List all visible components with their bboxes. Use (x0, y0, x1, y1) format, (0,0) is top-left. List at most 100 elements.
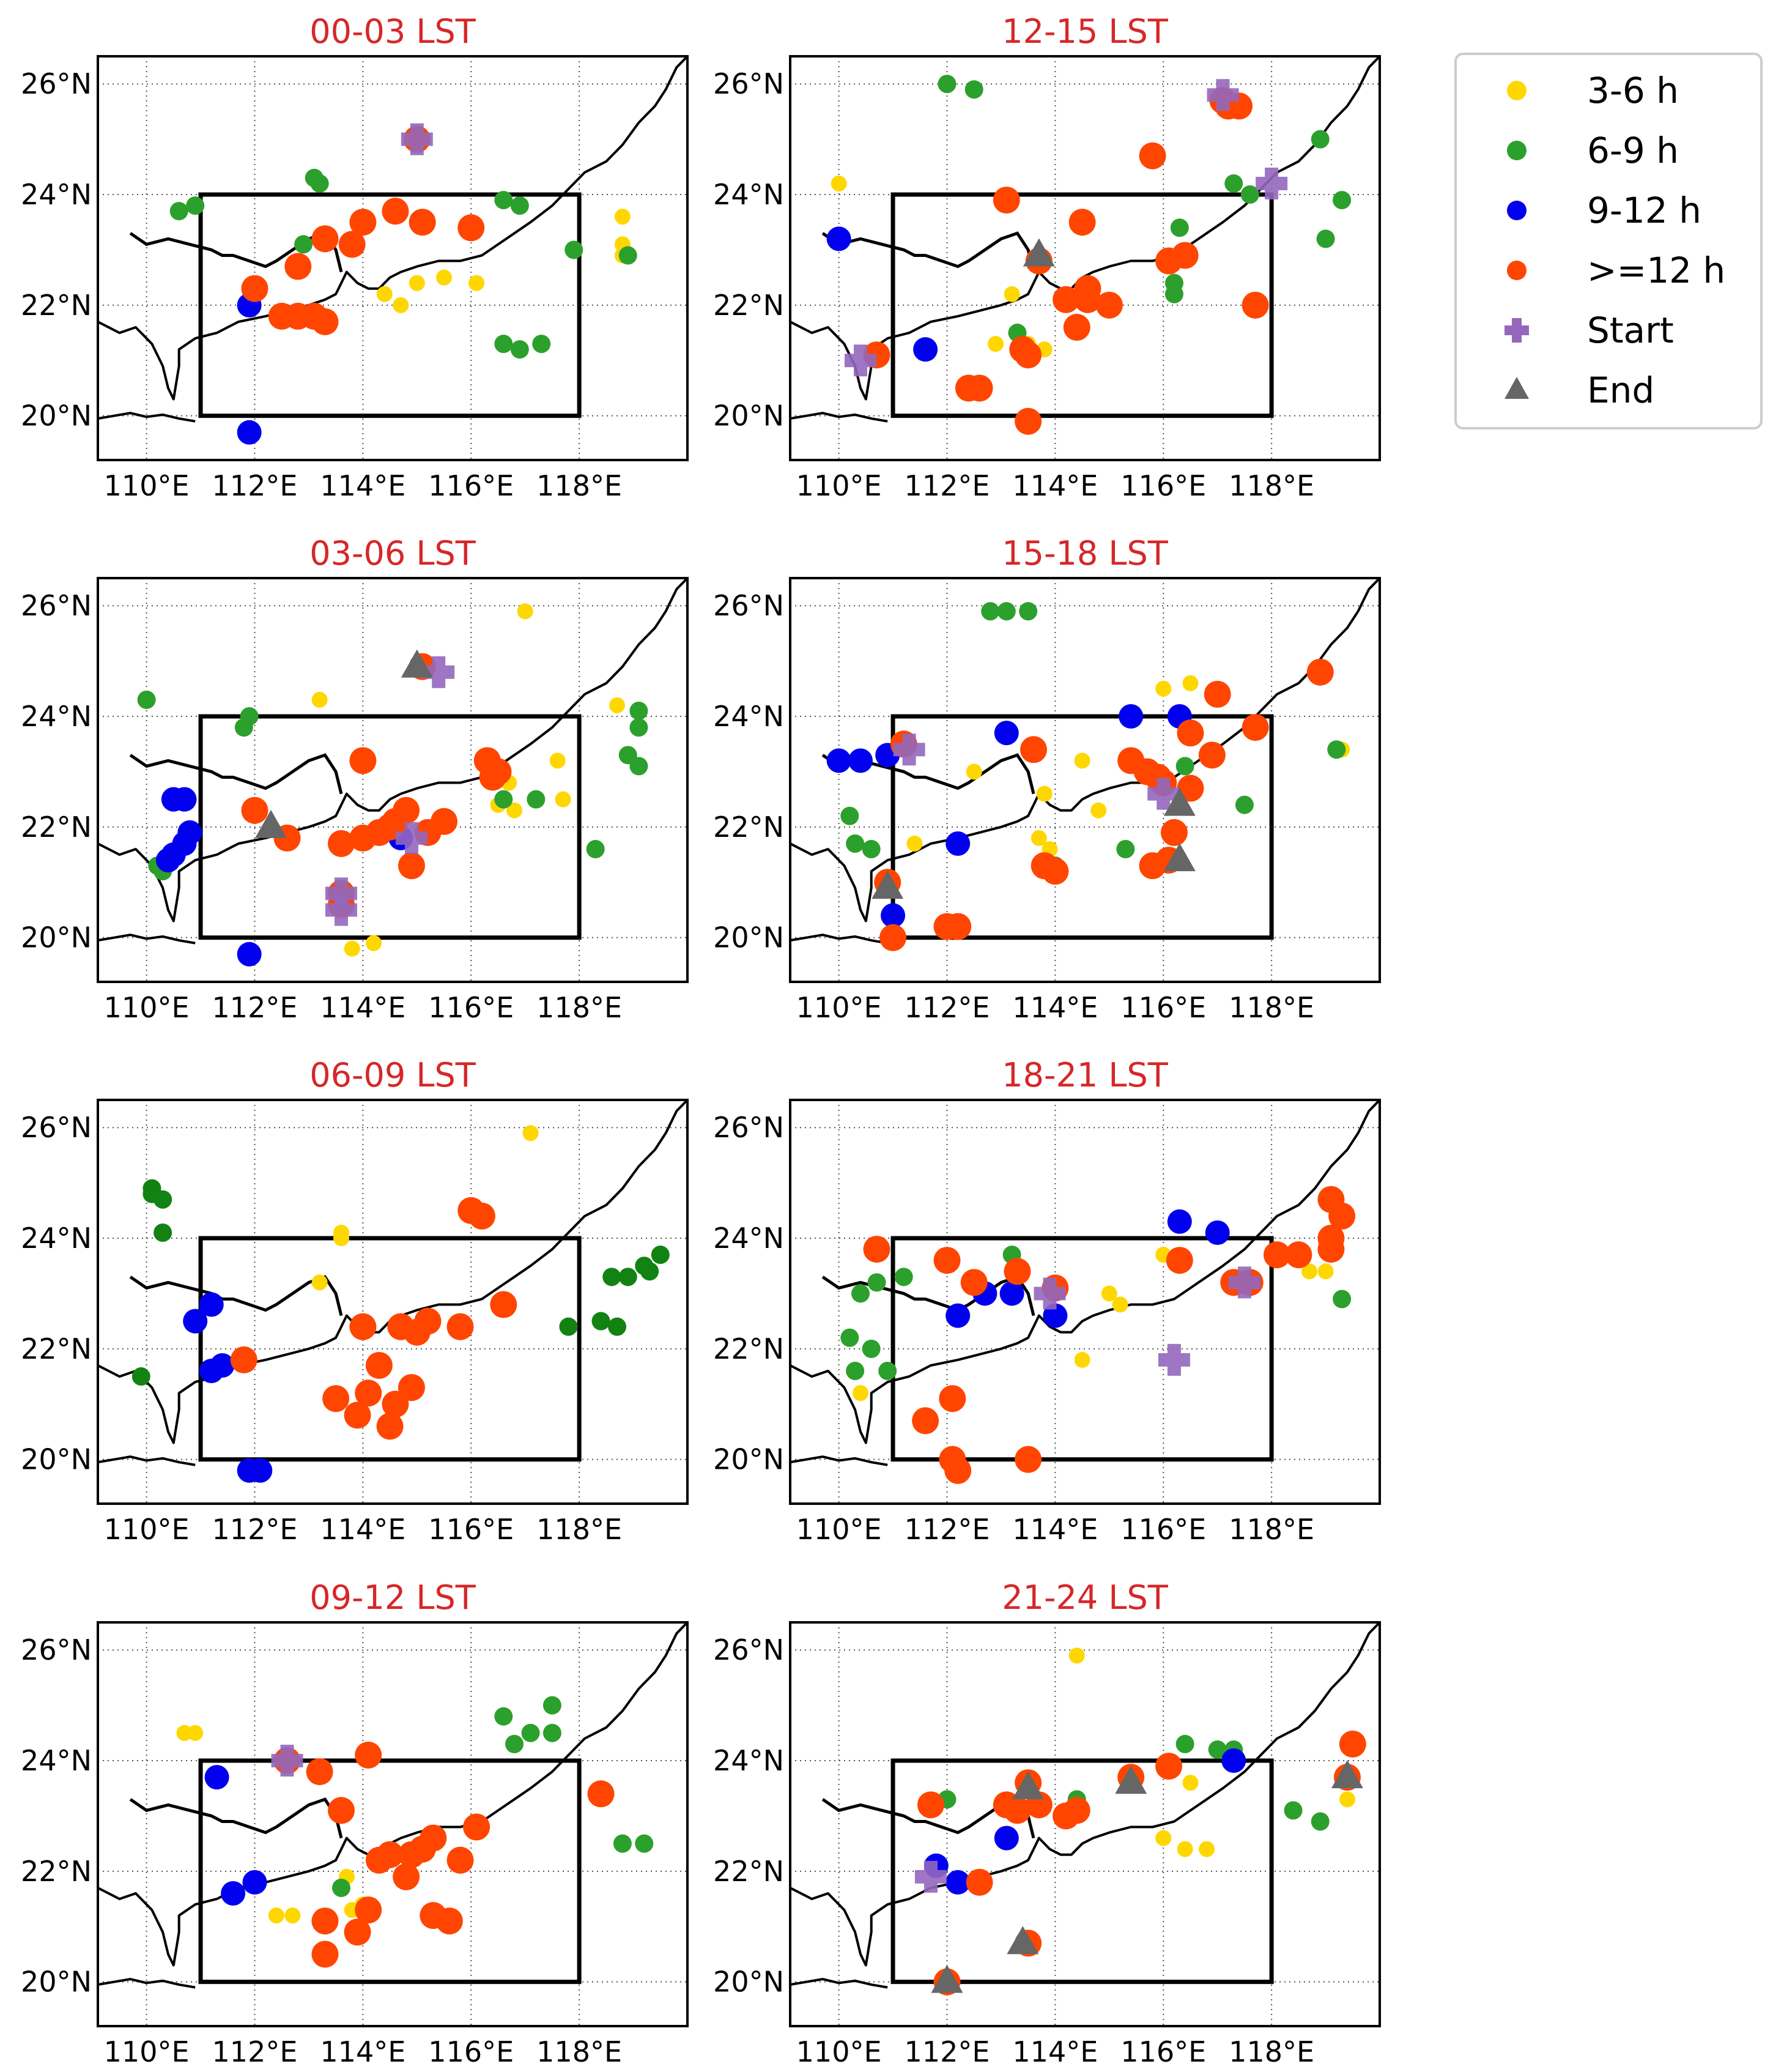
orange-dot (382, 1391, 409, 1418)
panel-title: 09-12 LST (309, 1578, 476, 1617)
study-region-box (890, 1236, 1274, 1462)
orange-dot (939, 1385, 966, 1413)
end-marker (872, 871, 904, 899)
green-dot (591, 1312, 610, 1331)
yellow-dot (506, 802, 522, 819)
x-tick-label: 110°E (796, 2035, 882, 2068)
y-tick-label: 20°N (713, 1443, 784, 1476)
orange-dot (1306, 658, 1334, 686)
orange-dot (1198, 741, 1226, 769)
blue-dot (913, 337, 938, 362)
orange-dot (468, 1202, 495, 1230)
coastline (790, 1622, 1380, 1967)
coastline-hainan (790, 1455, 888, 1466)
yellow-dot (1004, 286, 1020, 302)
orange-dot (1166, 1247, 1193, 1274)
coastline-hainan (98, 1455, 196, 1466)
x-tick-label: 114°E (1012, 991, 1098, 1024)
y-tick-label: 22°N (21, 1332, 92, 1365)
orange-dot (993, 187, 1020, 214)
yellow-dot (1182, 1775, 1199, 1791)
green-dot (1327, 740, 1346, 759)
green-dot (527, 790, 546, 809)
x-tick-label: 116°E (1120, 2035, 1206, 2068)
end-marker (1023, 238, 1055, 267)
yellow-dot (1301, 1263, 1318, 1280)
orange-dot (944, 913, 972, 940)
green-dot (1175, 1734, 1194, 1753)
blue-dot (199, 1292, 224, 1317)
end-marker (1163, 843, 1196, 872)
orange-dot (311, 225, 339, 253)
orange-dot (338, 231, 366, 258)
axes-frame (97, 55, 689, 461)
plus-marker-icon (1505, 318, 1529, 343)
end-marker (255, 809, 287, 838)
start-marker (844, 344, 876, 377)
blue-dot (172, 787, 197, 812)
legend-label: Start (1587, 310, 1674, 351)
green-dot (629, 757, 648, 776)
green-dot (608, 1317, 627, 1336)
orange-dot (311, 308, 339, 335)
orange-dot (1155, 1753, 1183, 1780)
green-dot (586, 840, 605, 859)
legend-item: 9-12 h (1507, 190, 1701, 231)
blue-dot (1167, 1209, 1192, 1234)
orange-dot (1317, 1236, 1345, 1263)
yellow-dot (1339, 1791, 1355, 1808)
yellow-dot (906, 835, 923, 852)
plot-area (790, 1100, 1380, 1504)
map-panel: 09-12 LST 110°E 112°E 114°E 116°E 118°E 20°N 22… (21, 1578, 689, 2068)
orange-dot (1009, 336, 1037, 363)
orange-dot (463, 1813, 490, 1841)
orange-dot (966, 1868, 993, 1896)
green-dot (840, 1328, 859, 1347)
yellow-dot (609, 697, 626, 713)
orange-dot (393, 1863, 420, 1890)
orange-dot (306, 1758, 333, 1786)
yellow-dot (517, 603, 533, 620)
map-panel: 03-06 LST 110°E 112°E 114°E 116°E 118°E 20°N 22… (21, 534, 689, 1024)
orange-dot (349, 1313, 377, 1340)
x-tick-label: 112°E (905, 991, 990, 1024)
y-tick-label: 20°N (21, 921, 92, 954)
yellow-dot (311, 1274, 328, 1291)
x-tick-label: 112°E (905, 2035, 990, 2068)
orange-dot (241, 796, 268, 824)
orange-dot (382, 198, 409, 225)
green-dot (1311, 130, 1330, 149)
coastline (790, 578, 1380, 923)
y-tick-label: 22°N (713, 1855, 784, 1888)
yellow-dot (555, 791, 571, 808)
blue-dot (994, 721, 1019, 746)
triangle-marker-icon (1505, 377, 1529, 399)
orange-dot (1204, 680, 1231, 708)
yellow-dot (468, 275, 485, 291)
green-dot (651, 1246, 670, 1264)
blue-dot (210, 1353, 235, 1378)
green-dot (1333, 1290, 1352, 1309)
legend-label: End (1587, 369, 1654, 411)
start-marker (401, 123, 433, 155)
green-dot (532, 335, 551, 354)
start-marker (395, 822, 428, 854)
yellow-dot (187, 1725, 204, 1741)
orange-dot (409, 209, 436, 236)
green-dot (613, 1834, 632, 1853)
study-region-box (198, 1758, 582, 1985)
start-marker (914, 1860, 947, 1893)
yellow-dot (1155, 1830, 1172, 1846)
legend-label: 9-12 h (1587, 190, 1701, 231)
y-tick-label: 26°N (713, 1633, 784, 1666)
green-dot (505, 1734, 524, 1753)
orange-dot (230, 1346, 257, 1373)
yellow-dot (1068, 1647, 1085, 1664)
orange-dot (446, 1846, 474, 1874)
green-dot (494, 191, 513, 210)
y-tick-label: 22°N (21, 1855, 92, 1888)
orange-dot (479, 763, 506, 791)
blue-dot (248, 1458, 273, 1483)
green-dot (894, 1268, 913, 1287)
green-dot (564, 240, 583, 259)
